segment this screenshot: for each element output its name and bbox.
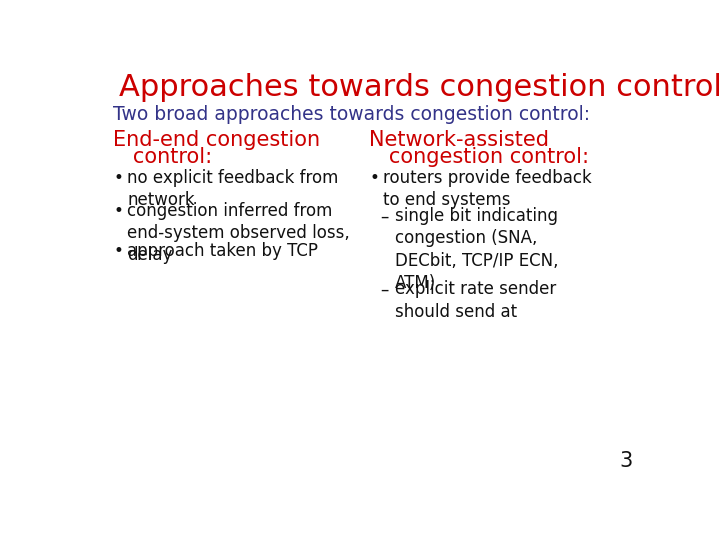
Text: •: • [113, 168, 123, 187]
Text: approach taken by TCP: approach taken by TCP [127, 242, 318, 260]
Text: •: • [369, 168, 379, 187]
Text: •: • [113, 242, 123, 260]
Text: no explicit feedback from
network: no explicit feedback from network [127, 168, 338, 209]
Text: congestion inferred from
end-system observed loss,
delay: congestion inferred from end-system obse… [127, 202, 350, 264]
Text: congestion control:: congestion control: [369, 147, 589, 167]
Text: routers provide feedback
to end systems: routers provide feedback to end systems [383, 168, 592, 209]
Text: 3: 3 [619, 451, 632, 471]
Text: –: – [381, 280, 389, 299]
Text: Two broad approaches towards congestion control:: Two broad approaches towards congestion … [113, 105, 590, 124]
Text: explicit rate sender
should send at: explicit rate sender should send at [395, 280, 556, 321]
Text: End-end congestion: End-end congestion [113, 130, 320, 150]
Text: Approaches towards congestion control: Approaches towards congestion control [120, 72, 720, 102]
Text: –: – [381, 207, 389, 225]
Text: single bit indicating
congestion (SNA,
DECbit, TCP/IP ECN,
ATM): single bit indicating congestion (SNA, D… [395, 207, 558, 292]
Text: control:: control: [113, 147, 212, 167]
Text: Network-assisted: Network-assisted [369, 130, 549, 150]
Text: •: • [113, 202, 123, 220]
